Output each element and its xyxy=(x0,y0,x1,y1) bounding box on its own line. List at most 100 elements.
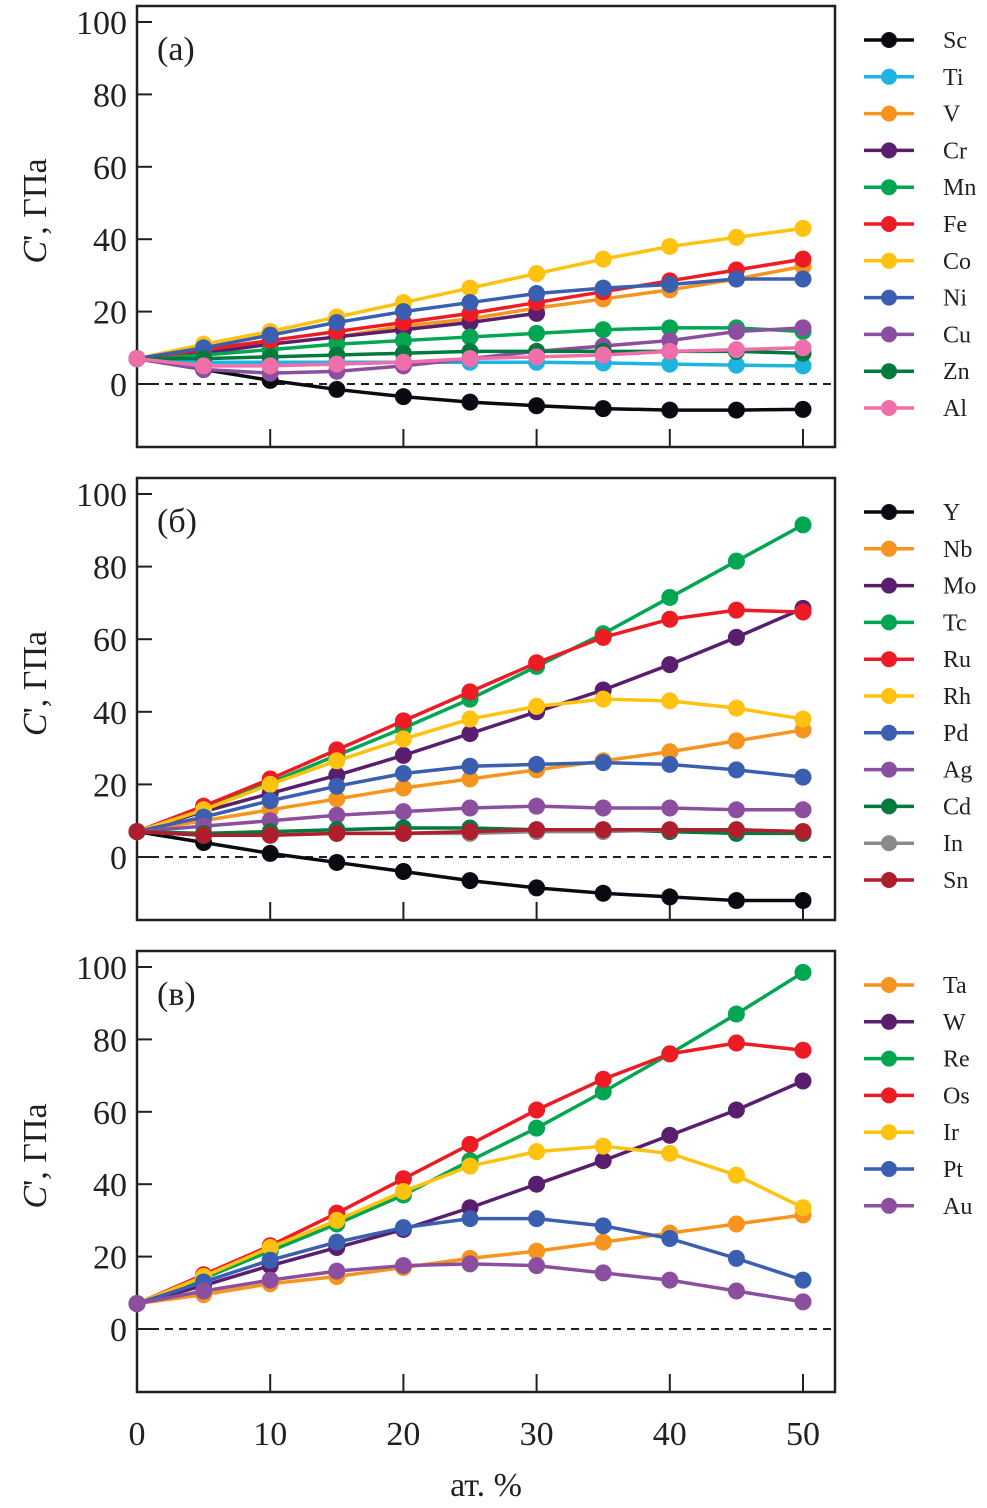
data-point-Sn-40 xyxy=(661,821,679,839)
data-point-Ta-45 xyxy=(727,1215,745,1233)
data-point-Ag-35 xyxy=(594,799,612,817)
data-point-Al-40 xyxy=(661,342,679,360)
data-point-Ag-45 xyxy=(727,801,745,819)
data-point-Ni-30 xyxy=(528,285,546,302)
data-point-Mn-40 xyxy=(661,319,679,337)
legend-label: Os xyxy=(943,1083,970,1109)
data-point-Co-45 xyxy=(727,228,745,246)
legend-item-Ti: Ti xyxy=(864,65,964,91)
legend-marker xyxy=(881,142,897,159)
legend-label: V xyxy=(943,102,961,128)
data-point-Pt-45 xyxy=(727,1249,745,1267)
data-point-Au-25 xyxy=(461,1255,479,1273)
data-point-Pd-45 xyxy=(727,761,745,779)
data-point-Ir-25 xyxy=(461,1157,479,1175)
data-point-Sc-25 xyxy=(461,393,479,411)
legend-marker xyxy=(881,761,897,778)
legend-item-Sc: Sc xyxy=(864,28,967,54)
series-Rh xyxy=(128,690,812,841)
legend-label: Ir xyxy=(943,1120,959,1146)
data-point-Al-15 xyxy=(328,355,346,373)
data-point-Pt-40 xyxy=(661,1230,679,1247)
legend-label: Ni xyxy=(943,286,967,312)
data-point-W-30 xyxy=(528,1175,546,1193)
legend-label: Mo xyxy=(943,574,976,600)
data-point-Pd-40 xyxy=(661,755,679,773)
legend-item-In: In xyxy=(864,831,963,857)
legend-marker xyxy=(881,105,897,122)
legend-item-Mo: Mo xyxy=(864,574,976,600)
data-point-Ni-25 xyxy=(461,294,479,312)
legend-item-Cd: Cd xyxy=(864,794,971,820)
data-point-Sn-50 xyxy=(794,823,812,841)
legend-label: Nb xyxy=(943,537,972,563)
data-point-Au-50 xyxy=(794,1293,812,1311)
data-point-Ti-40 xyxy=(661,355,679,373)
x-tick-label: 20 xyxy=(386,1416,420,1453)
legend-item-Zn: Zn xyxy=(864,359,970,385)
legend-label: Rh xyxy=(943,684,971,710)
y-axis-title-symbol: C xyxy=(17,1186,54,1209)
data-point-Os-45 xyxy=(727,1034,745,1052)
data-point-Os-40 xyxy=(661,1045,679,1063)
legend-item-Nb: Nb xyxy=(864,537,972,563)
data-point-Y-10 xyxy=(261,844,279,862)
legend-marker xyxy=(881,1013,897,1030)
data-point-Sc-50 xyxy=(794,400,812,418)
legend-label: Pd xyxy=(943,721,968,747)
legend-label: Pt xyxy=(943,1157,963,1183)
legend-item-Au: Au xyxy=(864,1194,972,1220)
data-point-Ni-45 xyxy=(727,270,745,288)
legend-marker xyxy=(881,363,897,380)
data-point-Ni-10 xyxy=(261,326,279,344)
data-point-Ru-25 xyxy=(461,683,479,701)
legend-marker xyxy=(881,252,897,269)
legend-label: Cr xyxy=(943,138,967,164)
y-axis-title-symbol: C xyxy=(17,713,54,736)
data-point-Ta-30 xyxy=(528,1242,546,1260)
data-point-Sn-45 xyxy=(727,821,745,839)
series-line-Y xyxy=(136,829,803,903)
legend: Sc Ti V Cr Mn Fe Co Ni Cu Zn Al xyxy=(864,28,976,422)
data-point-Y-25 xyxy=(461,872,479,890)
data-point-Rh-25 xyxy=(461,710,479,728)
data-point-Rh-35 xyxy=(594,690,612,708)
data-point-Mn-20 xyxy=(394,332,412,350)
legend-marker xyxy=(881,724,897,741)
x-axis-title: ат. % xyxy=(450,1467,522,1504)
data-point-Al-0 xyxy=(128,350,146,368)
legend-item-Cu: Cu xyxy=(864,322,971,348)
legend-label: W xyxy=(943,1010,966,1036)
data-point-Ni-20 xyxy=(394,303,412,321)
data-point-Ir-40 xyxy=(661,1144,679,1162)
data-point-Ni-15 xyxy=(328,313,346,331)
data-point-Ru-50 xyxy=(794,603,812,621)
data-point-Re-45 xyxy=(727,1005,745,1023)
legend-item-Co: Co xyxy=(864,249,971,275)
legend: Y Nb Mo Tc Ru Rh Pd Ag Cd In Sn xyxy=(864,500,976,894)
legend-item-W: W xyxy=(864,1010,966,1036)
legend-label: Ti xyxy=(943,65,964,91)
data-point-Nb-20 xyxy=(394,779,412,797)
legend-label: Ag xyxy=(943,758,972,784)
data-point-Sc-40 xyxy=(661,401,679,419)
legend-label: Tc xyxy=(943,610,967,636)
data-point-Mn-35 xyxy=(594,321,612,339)
data-point-Al-35 xyxy=(594,346,612,364)
legend-marker xyxy=(881,835,897,852)
legend-label: Ta xyxy=(943,973,967,999)
y-tick-label: 40 xyxy=(93,222,127,259)
data-point-Mn-30 xyxy=(528,324,546,342)
legend-item-Re: Re xyxy=(864,1047,970,1073)
data-point-Ru-45 xyxy=(727,601,745,619)
data-point-Re-30 xyxy=(528,1119,546,1137)
legend-label: Mn xyxy=(943,175,976,201)
data-point-Ag-30 xyxy=(528,797,546,815)
legend-marker xyxy=(881,179,897,196)
plot-frame xyxy=(135,949,837,1394)
data-point-Au-40 xyxy=(661,1271,679,1289)
data-point-Pd-20 xyxy=(394,765,412,783)
data-point-Y-35 xyxy=(594,884,612,902)
legend-marker xyxy=(881,32,897,48)
data-point-Nb-25 xyxy=(461,770,479,788)
